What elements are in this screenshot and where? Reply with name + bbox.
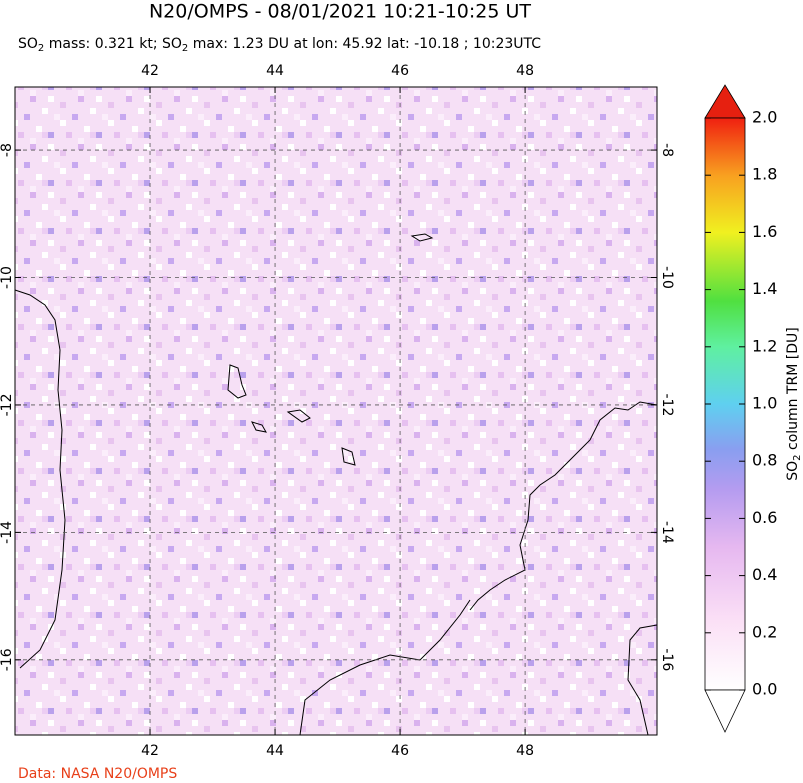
x-tick-label: 48 (516, 743, 534, 759)
island (286, 409, 311, 423)
y-tick-label: -8 (659, 143, 675, 157)
colorbar-max-arrow (704, 84, 746, 119)
island (251, 421, 267, 433)
subtitle-sub: 2 (38, 43, 44, 54)
y-tick-label: -12 (659, 394, 675, 417)
x-tick-label: 42 (141, 743, 159, 759)
y-tick-label: -14 (659, 521, 675, 544)
colorbar: SO2 column TRM [DU] 0.0 0.2 0.4 0.6 0.8 1.0 1.… (704, 84, 803, 733)
subtitle-part: mass: 0.321 kt; SO (44, 36, 182, 52)
credit: Data: NASA N20/OMPS (18, 766, 177, 782)
x-tick-label: 46 (391, 63, 409, 79)
colorbar-label-sub: 2 (792, 454, 803, 460)
y-tick-label: -16 (659, 648, 675, 671)
y-tick-label: -14 (0, 521, 15, 544)
colorbar-tick-label: 0.4 (752, 565, 777, 584)
colorbar-label-part: column TRM [DU] (785, 327, 801, 454)
subtitle-sub: 2 (182, 43, 188, 54)
coastline (14, 289, 66, 669)
x-tick-label: 44 (266, 63, 284, 79)
colorbar-label-part: SO (785, 461, 801, 481)
map-frame (14, 86, 658, 736)
colorbar-tick-label: 1.6 (752, 222, 777, 241)
subtitle-part: max: 1.23 DU at lon: 45.92 lat: -10.18 ;… (188, 36, 541, 52)
y-tick-label: -10 (659, 266, 675, 289)
title: N20/OMPS - 08/01/2021 10:21-10:25 UT (149, 1, 531, 23)
colorbar-tick-label: 1.8 (752, 165, 777, 184)
map-background (15, 87, 657, 735)
subtitle-part: SO (18, 36, 38, 52)
map: 42 42 44 44 46 46 48 48 -8 -8 -10 -10 -12 -12 -14 -14 -1… (0, 63, 675, 759)
colorbar-tick-label: 0.8 (752, 451, 777, 470)
y-tick-label: -10 (0, 266, 15, 289)
coastline (627, 624, 658, 736)
coastline (299, 599, 471, 736)
coastlines (14, 233, 658, 736)
x-tick-label: 42 (141, 63, 159, 79)
island (341, 447, 356, 466)
y-tick-label: -8 (0, 143, 15, 157)
colorbar-tick-label: 1.4 (752, 279, 777, 298)
colorbar-tick-label: 0.0 (752, 680, 777, 699)
coastline (469, 401, 658, 611)
island (410, 233, 434, 242)
colorbar-tick-label: 2.0 (752, 108, 777, 127)
colorbar-gradient (704, 117, 746, 691)
island (227, 364, 247, 399)
x-tick-label: 46 (391, 743, 409, 759)
colorbar-tick-label: 1.0 (752, 394, 777, 413)
colorbar-label: SO2 column TRM [DU] (785, 327, 803, 480)
colorbar-tick-label: 0.6 (752, 508, 777, 527)
x-tick-label: 48 (516, 63, 534, 79)
colorbar-tick-label: 1.2 (752, 336, 777, 355)
colorbar-min-arrow (704, 689, 746, 733)
subtitle: SO2 mass: 0.321 kt; SO2 max: 1.23 DU at … (18, 36, 541, 54)
x-tick-label: 44 (266, 743, 284, 759)
y-tick-label: -12 (0, 394, 15, 417)
y-tick-label: -16 (0, 648, 15, 671)
colorbar-tick-label: 0.2 (752, 622, 777, 641)
